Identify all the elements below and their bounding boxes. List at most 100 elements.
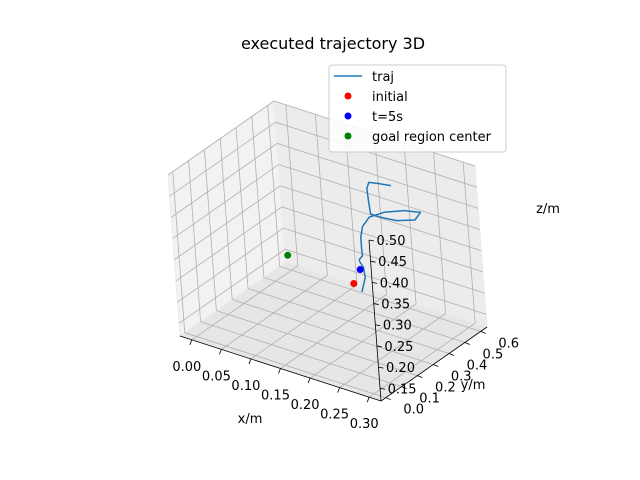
- y-tick-mark: [448, 353, 455, 356]
- goal-region-center-marker: [284, 251, 292, 259]
- x-gridline-back: [403, 143, 417, 305]
- y-tick-mark: [433, 364, 439, 367]
- x-gridline-floor: [280, 294, 387, 369]
- z-gridline-back: [277, 142, 479, 209]
- y-gridline-floor: [184, 332, 386, 399]
- x-tick-label: 0.30: [350, 417, 379, 432]
- y-tick-label: 0.0: [403, 403, 424, 418]
- z-gridline-back: [281, 206, 484, 273]
- legend-initial-label: initial: [372, 90, 408, 105]
- legend-traj-label: traj: [372, 70, 394, 85]
- x-tick-mark: [366, 397, 370, 403]
- x-gridline-back: [285, 104, 299, 266]
- y-tick-mark: [464, 342, 470, 345]
- y-gridline-left: [188, 160, 201, 322]
- z-tick-mark: [375, 324, 381, 327]
- legend-t-5s-label: t=5s: [372, 110, 403, 125]
- y-gridline-floor: [247, 288, 450, 354]
- x-gridline-floor: [368, 322, 476, 398]
- legend-goal-region-center-label: goal region center: [372, 130, 492, 145]
- y-gridline-left: [267, 105, 281, 267]
- x-tick-mark: [337, 387, 340, 393]
- z-tick-label: 0.45: [378, 255, 407, 270]
- legend: traj initial t=5s goal region center: [328, 64, 507, 153]
- z-gridline-left: [178, 248, 286, 324]
- gridlines: [167, 100, 487, 399]
- z-gridline-left: [167, 100, 275, 176]
- x-gridline-floor: [221, 275, 328, 350]
- x-tick-label: 0.25: [320, 408, 349, 423]
- tick-labels: 0.000.050.100.150.200.250.300.00.10.20.3…: [172, 234, 519, 432]
- y-tick-label: 0.1: [419, 392, 440, 407]
- y-tick-mark: [385, 397, 391, 401]
- z-tick-label: 0.40: [380, 276, 409, 291]
- z-tick-mark: [378, 366, 384, 369]
- legend-box: [328, 64, 507, 153]
- y-tick-label: 0.3: [451, 370, 472, 385]
- x-gridline-back: [433, 152, 447, 314]
- x-gridline-floor: [191, 265, 299, 341]
- x-gridline-floor: [309, 303, 417, 379]
- initial-marker: [350, 280, 358, 287]
- y-gridline-floor: [200, 321, 402, 388]
- y-gridline-left: [219, 138, 233, 300]
- y-gridline-left: [235, 127, 249, 289]
- z-gridline-left: [174, 185, 281, 261]
- y-gridline-floor: [279, 266, 481, 332]
- legend-t-5s-swatch: [344, 112, 352, 120]
- y-axis-line: [380, 326, 488, 402]
- y-gridline-left: [172, 171, 186, 333]
- y-tick-label: 0.5: [483, 348, 504, 363]
- t-5s-marker: [356, 266, 364, 273]
- x-tick-mark: [248, 358, 252, 365]
- y-gridline-floor: [263, 277, 465, 343]
- z-gridline-back: [275, 121, 477, 188]
- x-tick-mark: [189, 339, 193, 345]
- z-gridline-left: [177, 227, 284, 303]
- x-gridline-back: [462, 162, 476, 324]
- z-tick-mark: [379, 387, 386, 390]
- y-tick-label: 0.2: [435, 381, 456, 396]
- z-tick-mark: [368, 239, 375, 242]
- z-gridline-back: [284, 248, 487, 315]
- y-tick-label: 0.4: [467, 359, 488, 374]
- z-tick-label: 0.35: [381, 298, 410, 313]
- y-tick-label: 0.6: [498, 336, 519, 351]
- x-tick-label: 0.20: [291, 398, 320, 413]
- z-tick-label: 0.30: [383, 319, 412, 334]
- y-gridline-left: [203, 149, 217, 311]
- traj-series-line: [358, 181, 422, 293]
- z-tick-mark: [372, 281, 378, 284]
- x-gridline-back: [314, 114, 328, 276]
- x-tick-label: 0.00: [172, 360, 201, 375]
- z-gridline-back: [283, 227, 485, 294]
- z-tick-label: 0.20: [386, 361, 415, 376]
- y-tick-mark: [480, 331, 486, 334]
- legend-initial-swatch: [344, 92, 352, 100]
- y-tick-mark: [417, 375, 423, 378]
- x-tick-mark: [307, 377, 311, 384]
- z-gridline-left: [169, 121, 276, 197]
- y-tick-mark: [401, 386, 407, 390]
- x-tick-label: 0.15: [261, 389, 290, 404]
- z-gridline-left: [175, 206, 283, 282]
- z-axis-label: z/m: [536, 202, 560, 217]
- z-axis-line: [368, 239, 382, 402]
- legend-goal-region-center-swatch: [344, 132, 352, 140]
- x-gridline-floor: [339, 313, 446, 388]
- x-tick-label: 0.10: [231, 379, 260, 394]
- y-gridline-floor: [216, 310, 418, 376]
- x-tick-label: 0.05: [202, 369, 231, 384]
- z-tick-mark: [370, 260, 376, 263]
- x-tick-mark: [219, 349, 222, 355]
- z-tick-label: 0.50: [377, 234, 406, 249]
- z-gridline-left: [170, 143, 278, 218]
- z-gridline-back: [280, 185, 482, 252]
- chart-title: executed trajectory 3D: [241, 34, 425, 53]
- z-tick-label: 0.15: [388, 382, 417, 397]
- z-gridline-left: [172, 164, 279, 239]
- x-gridline-floor: [250, 284, 358, 360]
- x-tick-mark: [278, 368, 281, 374]
- y-gridline-floor: [232, 299, 434, 365]
